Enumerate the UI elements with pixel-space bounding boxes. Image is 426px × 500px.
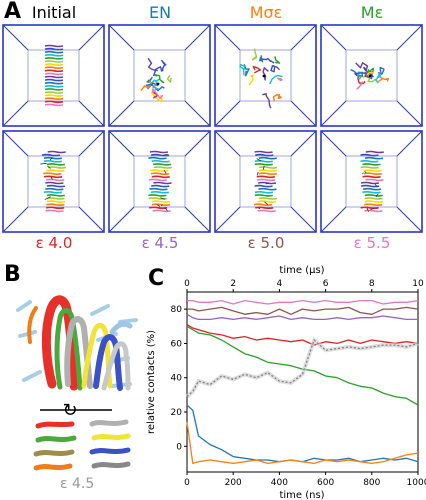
simulation-box-r1-c3 <box>320 130 423 233</box>
y-tick-label: 80 <box>171 305 183 315</box>
x2-tick-label: 8 <box>369 279 375 289</box>
series-line-0 <box>187 299 419 305</box>
x2-tick-label: 6 <box>323 279 329 289</box>
series-line-3 <box>186 324 419 346</box>
simulation-box-r1-c0 <box>2 130 105 233</box>
y-tick-label: 0 <box>176 442 182 452</box>
epsilon-label-4-5: ε 4.5 <box>141 234 179 252</box>
simulation-box-r1-c1 <box>108 130 211 233</box>
panel-b-letter: B <box>4 262 21 287</box>
panel-c-letter: C <box>148 266 165 291</box>
series-line-5 <box>186 338 419 398</box>
series-line-2 <box>186 313 418 321</box>
y-tick-label: 20 <box>171 408 183 418</box>
column-title-meps: Mε <box>360 3 384 22</box>
series-line-6 <box>186 404 419 463</box>
x2-tick-label: 0 <box>184 279 190 289</box>
series-line-4 <box>186 325 419 406</box>
peptide-structure-illustration: ↻ <box>16 295 138 471</box>
relative-contacts-chart: time (μs) time (ns) relative contacts (%… <box>146 265 426 500</box>
simulation-box-r0-c3 <box>320 24 423 127</box>
epsilon-label-4-0: ε 4.0 <box>35 234 73 252</box>
chart-y-label: relative contacts (%) <box>146 330 157 434</box>
series-band-5 <box>185 336 419 399</box>
panel-b-epsilon-label: ε 4.5 <box>60 476 95 492</box>
x-tick-label: 0 <box>184 478 190 488</box>
simulation-box-r0-c2 <box>214 24 317 127</box>
column-title-initial: Initial <box>31 3 77 22</box>
panel-a-letter: A <box>4 0 22 24</box>
x2-tick-label: 4 <box>277 279 283 289</box>
chart-plot-frame <box>186 291 419 473</box>
x2-tick-label: 10 <box>412 279 424 289</box>
epsilon-label-5-5: ε 5.5 <box>353 234 391 252</box>
rotation-arrow-icon: ↻ <box>62 400 77 421</box>
simulation-box-r1-c2 <box>214 130 317 233</box>
x-tick-label: 400 <box>271 478 288 488</box>
y-tick-label: 40 <box>171 374 183 384</box>
column-title-msigmaeps: Mσε <box>249 3 283 22</box>
series-line-1 <box>187 306 419 315</box>
chart-x2-label: time (μs) <box>279 265 324 276</box>
x-tick-label: 200 <box>225 478 242 488</box>
chart-x-label: time (ns) <box>279 490 324 500</box>
epsilon-label-5-0: ε 5.0 <box>247 234 285 252</box>
x2-tick-label: 2 <box>230 279 236 289</box>
x-tick-label: 800 <box>363 478 380 488</box>
y-tick-label: 60 <box>171 339 183 349</box>
column-title-en: EN <box>148 3 172 22</box>
series-line-7 <box>186 422 419 465</box>
x-tick-label: 600 <box>317 478 334 488</box>
simulation-box-r0-c0 <box>2 24 105 127</box>
simulation-box-r0-c1 <box>108 24 211 127</box>
